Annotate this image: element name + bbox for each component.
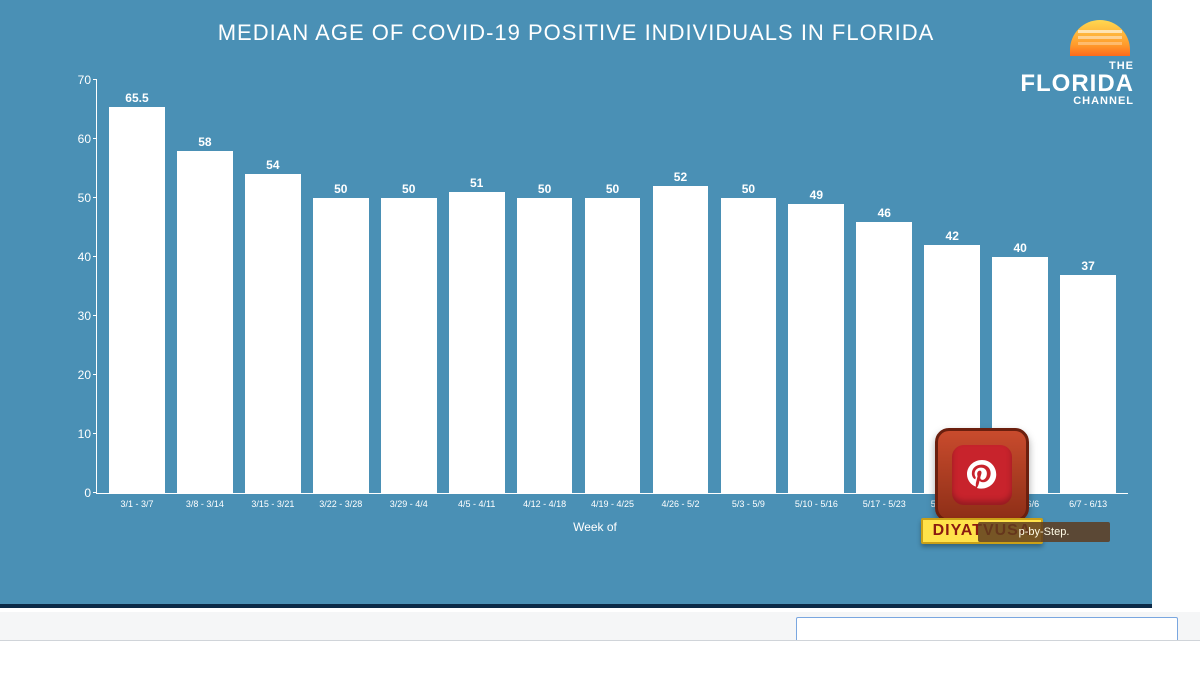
bar-rect: [517, 198, 573, 493]
bar-x-label: 4/5 - 4/11: [458, 499, 495, 509]
bar-value-label: 51: [470, 176, 483, 190]
bar-rect: [245, 174, 301, 493]
median-age-chart: 65.53/1 - 3/7583/8 - 3/14543/15 - 3/2150…: [62, 80, 1128, 540]
bar-value-label: 52: [674, 170, 687, 184]
bar-slot: 514/5 - 4/11: [443, 80, 511, 493]
bar-value-label: 50: [742, 182, 755, 196]
bar-x-label: 5/31 - 6/6: [1001, 499, 1039, 509]
bar-rect: [924, 245, 980, 493]
bar-slot: 465/17 - 5/23: [850, 80, 918, 493]
bar-x-label: 4/19 - 4/25: [591, 499, 634, 509]
y-tick-label: 60: [63, 132, 91, 146]
bar-x-label: 3/29 - 4/4: [390, 499, 428, 509]
bar-x-label: 3/22 - 3/28: [319, 499, 362, 509]
bar-rect: [653, 186, 709, 493]
y-tick-label: 20: [63, 368, 91, 382]
bar-rect: [177, 151, 233, 493]
bar-slot: 495/10 - 5/16: [782, 80, 850, 493]
bar-value-label: 54: [266, 158, 279, 172]
bar-slot: 583/8 - 3/14: [171, 80, 239, 493]
bar-x-label: 5/17 - 5/23: [863, 499, 906, 509]
bar-value-label: 40: [1013, 241, 1026, 255]
bar-value-label: 65.5: [125, 91, 148, 105]
bar-x-label: 5/3 - 5/9: [732, 499, 765, 509]
bar-rect: [1060, 275, 1116, 493]
screen: MEDIAN AGE OF COVID-19 POSITIVE INDIVIDU…: [0, 0, 1200, 675]
bar-x-label: 3/8 - 3/14: [186, 499, 224, 509]
bar-slot: 503/29 - 4/4: [375, 80, 443, 493]
bar-rect: [313, 198, 369, 493]
bar-rect: [585, 198, 641, 493]
y-tick-label: 30: [63, 309, 91, 323]
bar-slot: 504/12 - 4/18: [511, 80, 579, 493]
bar-value-label: 46: [878, 206, 891, 220]
bar-value-label: 50: [334, 182, 347, 196]
bar-x-label: 3/15 - 3/21: [251, 499, 294, 509]
bar-x-label: 4/12 - 4/18: [523, 499, 566, 509]
presentation-slide: MEDIAN AGE OF COVID-19 POSITIVE INDIVIDU…: [0, 0, 1152, 608]
y-tick-label: 10: [63, 427, 91, 441]
bar-rect: [856, 222, 912, 493]
slide-title: MEDIAN AGE OF COVID-19 POSITIVE INDIVIDU…: [0, 20, 1152, 46]
bar-value-label: 58: [198, 135, 211, 149]
bar-x-label: 6/7 - 6/13: [1069, 499, 1107, 509]
bar-value-label: 42: [946, 229, 959, 243]
bar-value-label: 50: [538, 182, 551, 196]
bar-value-label: 49: [810, 188, 823, 202]
bar-rect: [788, 204, 844, 493]
bar-slot: 425/24 - 5/30: [918, 80, 986, 493]
bar-x-label: 4/26 - 5/2: [661, 499, 699, 509]
y-tick-label: 70: [63, 73, 91, 87]
bar-value-label: 50: [402, 182, 415, 196]
bar-rect: [449, 192, 505, 493]
bar-slot: 503/22 - 3/28: [307, 80, 375, 493]
bar-value-label: 37: [1081, 259, 1094, 273]
browser-bottom-bar: [0, 640, 1200, 675]
bar-rect: [721, 198, 777, 493]
bar-rect: [381, 198, 437, 493]
y-tick-label: 40: [63, 250, 91, 264]
bar-rect: [109, 107, 165, 493]
bar-slot: 504/19 - 4/25: [579, 80, 647, 493]
bar-slot: 543/15 - 3/21: [239, 80, 307, 493]
y-tick-label: 50: [63, 191, 91, 205]
bar-slot: 505/3 - 5/9: [714, 80, 782, 493]
y-tick-label: 0: [63, 486, 91, 500]
bar-rect: [992, 257, 1048, 493]
bar-value-label: 50: [606, 182, 619, 196]
x-axis-title: Week of: [62, 520, 1128, 534]
bar-slot: 405/31 - 6/6: [986, 80, 1054, 493]
bar-x-label: 5/24 - 5/30: [931, 499, 974, 509]
bar-x-label: 5/10 - 5/16: [795, 499, 838, 509]
bottom-gutter: [0, 612, 1200, 675]
bar-slot: 65.53/1 - 3/7: [103, 80, 171, 493]
logo-line-the: THE: [984, 61, 1134, 72]
bar-slot: 376/7 - 6/13: [1054, 80, 1122, 493]
chart-plot-area: 65.53/1 - 3/7583/8 - 3/14543/15 - 3/2150…: [96, 80, 1128, 494]
bar-slot: 524/26 - 5/2: [647, 80, 715, 493]
bars-row: 65.53/1 - 3/7583/8 - 3/14543/15 - 3/2150…: [97, 80, 1128, 493]
right-gutter: [1152, 0, 1200, 608]
bar-x-label: 3/1 - 3/7: [120, 499, 153, 509]
